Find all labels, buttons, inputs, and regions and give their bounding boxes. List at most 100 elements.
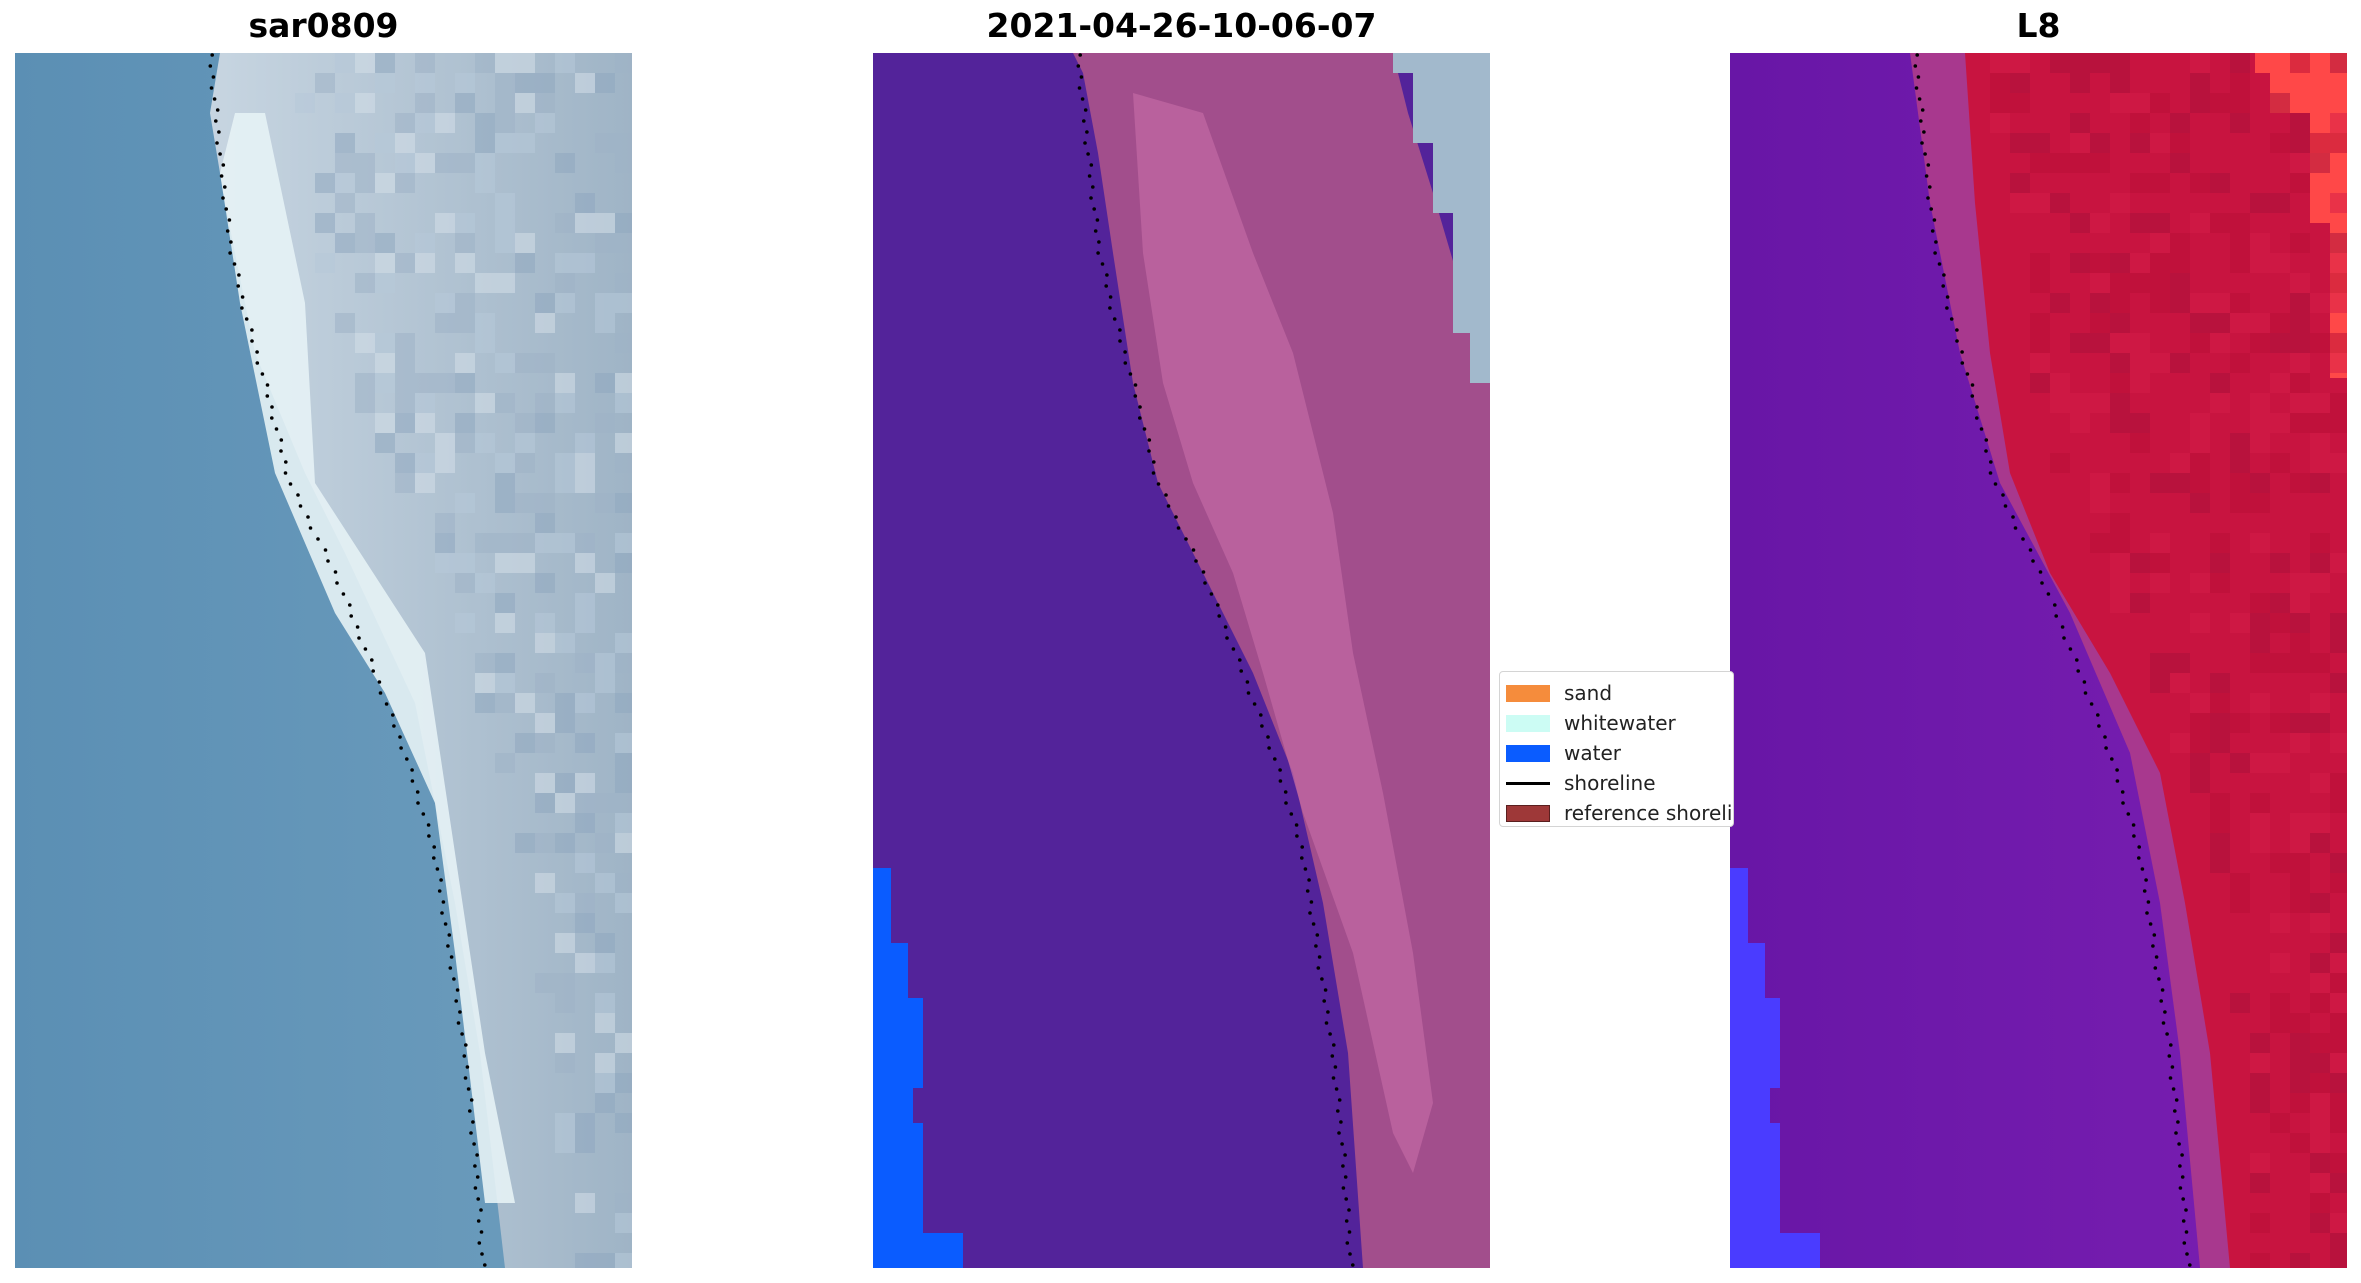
panel-title-ndwi: L8 <box>2016 6 2061 45</box>
texture-pixel <box>2230 993 2250 1013</box>
texture-pixel <box>2330 273 2347 293</box>
texture-pixel <box>2170 153 2190 173</box>
shoreline-point <box>2031 559 2035 563</box>
shoreline-point <box>224 207 228 211</box>
shoreline-point <box>270 416 274 420</box>
texture-pixel <box>595 993 615 1013</box>
shoreline-point <box>1267 746 1271 750</box>
texture-pixel <box>2110 513 2130 533</box>
shoreline-point <box>255 361 260 365</box>
texture-pixel <box>375 273 395 293</box>
shoreline-point <box>469 1098 474 1102</box>
texture-pixel <box>615 293 632 313</box>
shoreline-point <box>1147 438 1152 442</box>
shoreline-point <box>2053 603 2057 607</box>
texture-pixel <box>2290 113 2310 133</box>
shoreline-point <box>2146 900 2151 904</box>
shoreline-points <box>208 53 487 1267</box>
texture-pixel <box>515 493 535 513</box>
shoreline-point <box>2028 548 2033 552</box>
texture-pixel <box>2330 733 2347 753</box>
shoreline-point <box>1151 471 1156 475</box>
texture-pixel <box>2270 553 2290 573</box>
texture-pixel <box>2330 953 2347 973</box>
ndwi-image <box>1730 53 2347 1268</box>
texture-pixel <box>535 93 555 113</box>
shoreline-point <box>1920 108 1925 112</box>
texture-pixel <box>515 73 535 93</box>
shoreline-point <box>465 1065 470 1069</box>
texture-pixel <box>455 293 475 313</box>
shoreline-point <box>1926 196 1930 200</box>
shoreline-point <box>298 504 303 508</box>
texture-pixel <box>615 693 632 713</box>
shoreline-point <box>1314 944 1318 948</box>
shoreline-point <box>2126 812 2131 816</box>
texture-pixel <box>615 533 632 553</box>
shoreline-point <box>2154 955 2159 959</box>
classified-whitewater-area <box>1393 53 1490 383</box>
texture-pixel <box>455 373 475 393</box>
texture-pixel <box>555 713 575 733</box>
texture-pixel <box>475 433 495 453</box>
texture-pixel <box>2330 853 2347 873</box>
texture-pixel <box>2310 553 2330 573</box>
shoreline-point <box>391 713 395 717</box>
texture-pixel <box>495 653 515 673</box>
shoreline-point <box>1317 955 1322 959</box>
texture-pixel <box>2170 453 2190 473</box>
texture-pixel <box>495 553 515 573</box>
texture-pixel <box>2290 873 2310 893</box>
shoreline-point <box>1315 933 1320 937</box>
texture-pixel <box>575 533 595 553</box>
texture-pixel <box>2070 413 2090 433</box>
shoreline-point <box>1123 350 1127 354</box>
shoreline-point <box>265 383 270 387</box>
texture-pixel <box>395 113 415 133</box>
texture-pixel <box>2270 953 2290 973</box>
texture-pixel <box>2270 453 2290 473</box>
shoreline-point <box>1984 438 1989 442</box>
shoreline-point <box>1311 922 1316 926</box>
shoreline-point <box>1332 1043 1336 1047</box>
texture-pixel <box>395 373 415 393</box>
legend-swatch-whitewater <box>1506 714 1550 732</box>
texture-pixel <box>2330 293 2347 313</box>
texture-pixel <box>2290 1093 2310 1113</box>
shoreline-point <box>458 1010 462 1014</box>
shoreline-point <box>2170 1065 2175 1069</box>
shoreline-point <box>1351 1263 1355 1267</box>
texture-pixel <box>555 993 575 1013</box>
texture-pixel <box>355 333 375 353</box>
shoreline-point <box>1926 163 1931 167</box>
texture-pixel <box>2290 273 2310 293</box>
texture-pixel <box>2270 853 2290 873</box>
texture-pixel <box>2250 393 2270 413</box>
texture-pixel <box>2150 533 2170 553</box>
texture-pixel <box>2170 253 2190 273</box>
shoreline-point <box>1979 427 1984 431</box>
texture-pixel <box>555 293 575 313</box>
shoreline-point <box>357 636 361 640</box>
texture-pixel <box>2190 213 2210 233</box>
shoreline-point <box>316 537 320 541</box>
texture-pixel <box>2190 413 2210 433</box>
texture-pixel <box>2330 993 2347 1013</box>
texture-pixel <box>515 53 535 73</box>
texture-pixel <box>575 253 595 273</box>
texture-pixel <box>2310 1193 2330 1213</box>
shoreline-point <box>1343 1175 1348 1179</box>
texture-pixel <box>495 353 515 373</box>
shoreline-point <box>217 130 221 134</box>
texture-pixel <box>2310 1133 2330 1153</box>
legend-line-shoreline <box>1506 781 1550 785</box>
texture-pixel <box>2290 53 2310 73</box>
classified-water-class <box>873 868 963 1268</box>
shoreline-point <box>274 427 279 431</box>
shoreline-point <box>283 471 288 475</box>
shoreline-point <box>219 174 224 178</box>
texture-pixel <box>2250 413 2270 433</box>
texture-pixel <box>615 1213 632 1233</box>
texture-pixel <box>375 413 395 433</box>
shoreline-point <box>2171 1087 2176 1091</box>
